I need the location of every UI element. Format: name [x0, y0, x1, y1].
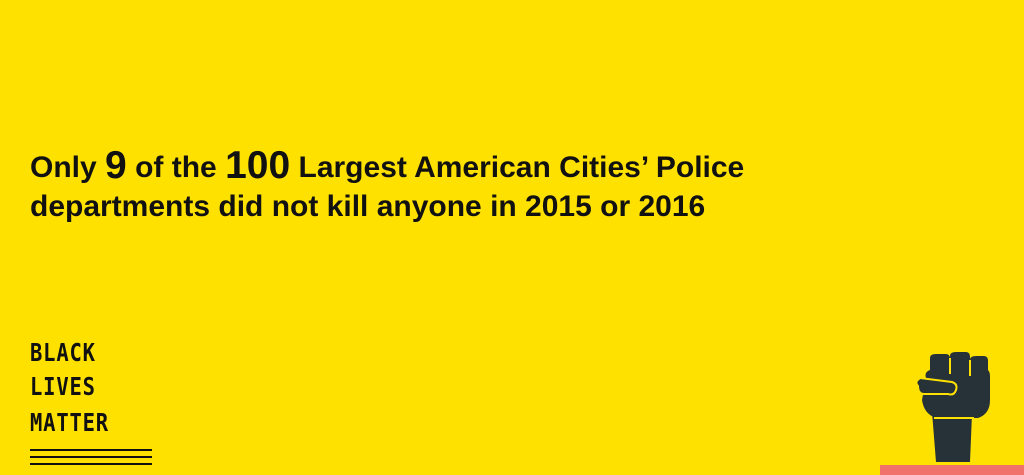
fist-finger-1: [930, 354, 950, 374]
logo-word-black: BLACK: [30, 338, 96, 367]
logo-word-matter: MATTER: [30, 408, 109, 437]
headline-text-of-the: of the: [135, 151, 217, 184]
accent-bar: [880, 465, 1024, 475]
headline-line-2: departments did not kill anyone in 2015 …: [30, 190, 706, 223]
logo-stripe: [30, 456, 152, 458]
headline-line-1: Only 9 of the 100 Largest American Citie…: [30, 146, 930, 187]
fist-finger-3: [970, 356, 988, 376]
logo-stripe: [30, 449, 152, 451]
headline-number-9: 9: [105, 144, 127, 187]
fist-forearm: [932, 412, 972, 462]
headline-number-100: 100: [225, 144, 291, 187]
black-lives-matter-logo: BLACK LIVES MATTER: [30, 330, 180, 475]
headline-text-largest-cities: Largest American Cities’ Police: [298, 151, 745, 184]
fist-thumb: [915, 376, 958, 396]
headline: Only 9 of the 100 Largest American Citie…: [30, 146, 930, 226]
logo-stripe: [30, 463, 152, 465]
raised-fist-icon: [915, 352, 990, 462]
fist-finger-2: [950, 352, 970, 374]
logo-stripes: [30, 449, 152, 471]
headline-text-only: Only: [30, 151, 97, 184]
logo-word-lives: LIVES: [30, 372, 96, 401]
